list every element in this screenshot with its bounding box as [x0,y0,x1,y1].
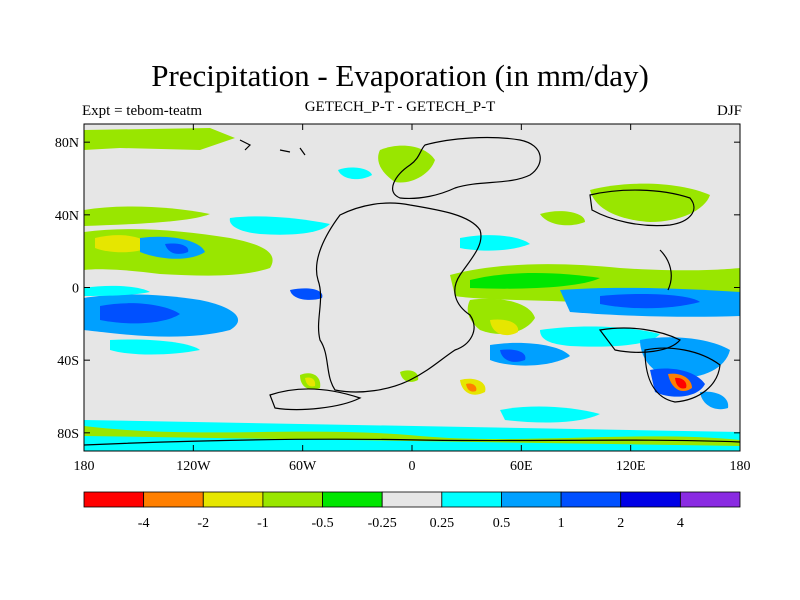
colorbar-label: 0.5 [493,516,511,531]
coastline-australia [644,347,721,403]
colorbar-label: -0.5 [311,516,333,531]
x-tick-label: 60W [289,459,317,474]
colorbar-label: -0.25 [368,516,397,531]
colorbar-swatch [381,491,443,508]
x-tick-label: 180 [730,459,751,474]
coastline-asia-east [589,189,695,227]
y-tick-label: 40N [55,209,79,224]
coastline-south-america [269,388,362,411]
colorbar-swatch [620,491,681,508]
pacific-deep-blue-patch [165,243,189,254]
coastline-india [598,327,681,353]
coastline-island-arc [659,249,672,291]
south-america-yellow [305,377,316,387]
colorbar-label: 1 [558,516,565,531]
colorbar-swatch [679,491,741,508]
colorbar-label: -2 [197,516,209,531]
equatorial-cyan-west [84,285,150,296]
south-atlantic-blue [290,288,323,300]
colorbar-label: -4 [138,516,150,531]
colorbar-swatch [262,491,323,508]
colorbar-swatch [83,491,145,508]
australia-red-patch [675,377,687,389]
colorbar-label: 2 [617,516,624,531]
x-axis: 180 120W 60W 0 60E 120E 180 [74,124,751,474]
south-pacific-deep-blue [100,303,180,324]
colorbar-swatch [501,491,562,508]
coastline-antarctica [84,438,740,446]
colorbar-swatch [202,491,264,508]
southeast-blue-patch [700,391,729,410]
coastline-arctic-islands [239,139,306,156]
colorbar-swatch [560,491,622,508]
south-pacific-cyan [110,339,200,355]
colorbar-label: 4 [677,516,684,531]
pacific-yellow-patch [95,235,150,253]
x-tick-label: 180 [74,459,95,474]
y-tick-label: 80S [57,427,79,442]
coastlines [84,136,740,446]
colorbar-label: 0.25 [430,516,455,531]
south-patch-1 [400,370,419,382]
y-tick-label: 40S [57,354,79,369]
experiment-label: Expt = tebom-teatm [82,103,203,119]
coastline-central-continent [316,202,482,393]
arctic-patch-central [378,145,435,183]
eastern-tropical-bright-green [470,273,600,289]
tethys-cyan-patch [460,235,530,251]
australia-blue-patch [640,337,730,379]
coastline-north [392,136,541,200]
x-tick-label: 0 [409,459,416,474]
colorbar-label: -1 [257,516,269,531]
southern-cyan-patch [500,406,600,423]
north-pacific-green [84,206,210,226]
arctic-patch-cyan [338,167,372,180]
africa-green-patch [467,298,535,334]
x-tick-label: 120W [176,459,211,474]
arctic-patch-west [84,128,235,150]
eastern-deep-blue [600,294,700,309]
north-pacific-patch [590,183,710,222]
colorbar-swatch [143,491,204,508]
season-label: DJF [716,103,742,119]
colorbar-swatch [441,491,502,508]
south-patch-2-orange [466,383,477,392]
y-tick-label: 0 [72,282,79,297]
dataset-label: GETECH_P-T - GETECH_P-T [304,99,496,115]
colorbar: -4 -2 -1 -0.5 -0.25 0.25 0.5 1 2 4 [83,491,741,531]
colorbar-swatch [322,491,383,508]
africa-yellow-patch [490,319,519,336]
map-title: Precipitation - Evaporation (in mm/day) [151,58,649,93]
x-tick-label: 120E [616,459,646,474]
asia-green-patch [540,211,585,226]
map-field [84,124,740,451]
indian-deep-blue [500,349,526,362]
north-atlantic-cyan [229,216,330,235]
y-axis: 80N 40N 0 40S 80S [55,136,740,442]
x-tick-label: 60E [510,459,533,474]
y-tick-label: 80N [55,136,79,151]
indian-cyan-band [540,326,660,347]
